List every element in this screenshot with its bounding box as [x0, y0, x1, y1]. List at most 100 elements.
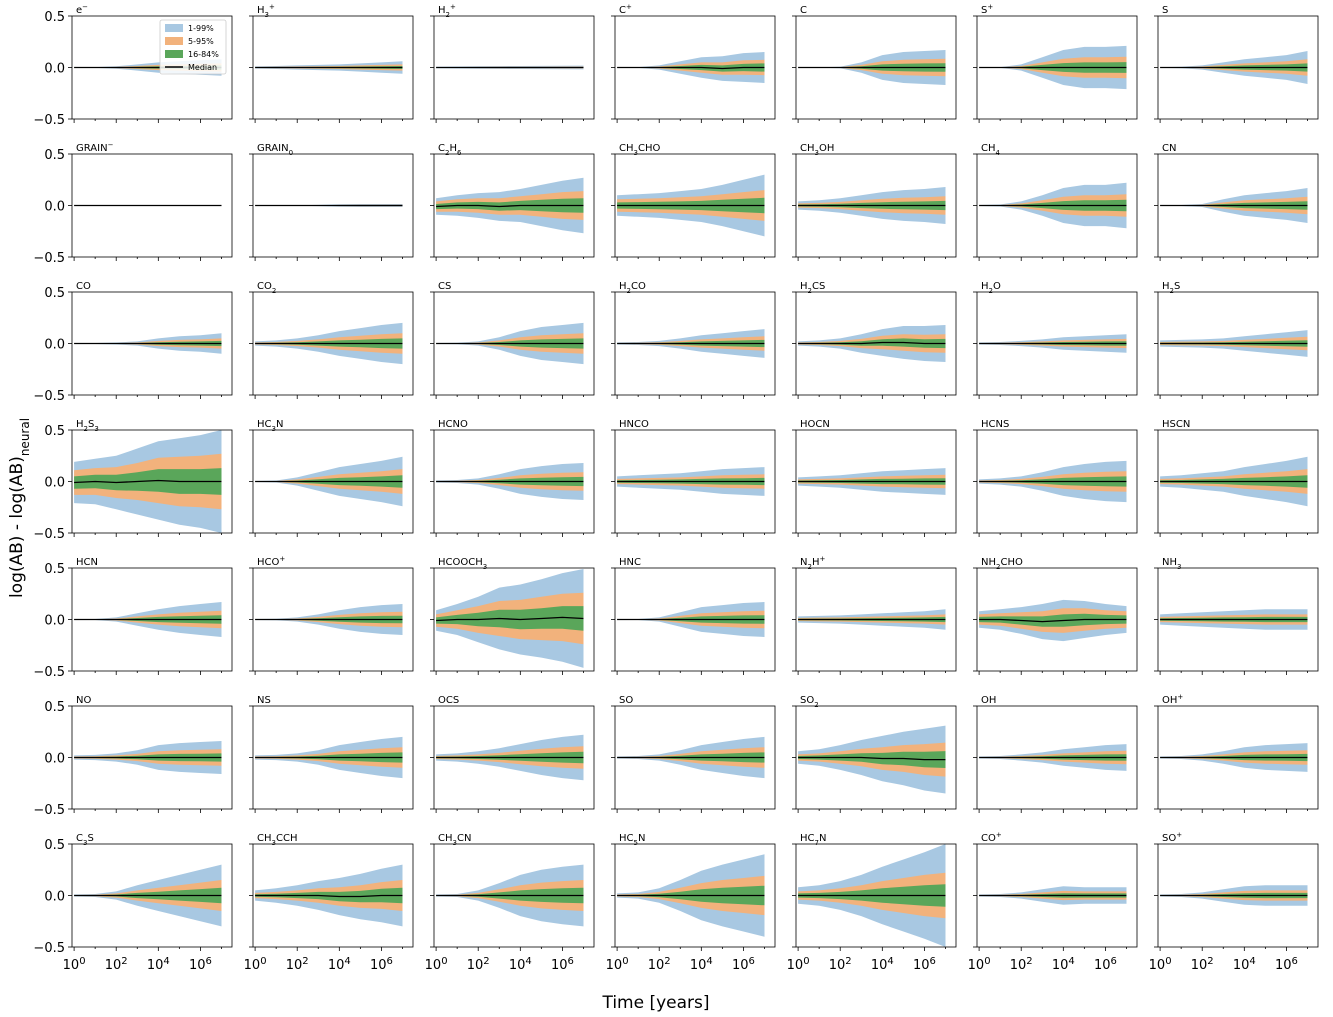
panel-43: 100 102 104 106 CH3CCH [244, 833, 414, 974]
panel-species-label: H2CO [619, 281, 646, 295]
panel-plot-area [74, 430, 222, 533]
panel-species-label: CO+ [981, 831, 1002, 844]
legend-swatch [165, 24, 183, 32]
panel-plot-area [74, 602, 222, 637]
panel-plot-area [436, 463, 584, 500]
panel-grid: 0.5 0.0 −0.5 e− H3+ H2+ C+ C S+ S 0.5 0.0 −0.5 GRAIN−… [33, 3, 1319, 974]
x-tick-label: 104 [509, 956, 532, 974]
panel-44: 100 102 104 106 CH3CN [425, 833, 595, 974]
panel-8: GRAIN0 [249, 143, 414, 261]
y-tick-label: 0.0 [44, 752, 65, 767]
panel-species-label: S+ [981, 3, 993, 16]
panel-plot-area [436, 569, 584, 668]
panel-species-label: HCNO [438, 419, 468, 430]
legend-label: 16-84% [188, 50, 219, 59]
panel-19: H2O [973, 281, 1138, 399]
panel-plot-area [74, 741, 222, 774]
legend-swatch [165, 37, 183, 45]
panel-plot-area [255, 736, 403, 779]
panel-species-label: C+ [619, 3, 632, 16]
x-tick-label: 104 [1233, 956, 1256, 974]
y-tick-label: 0.5 [44, 700, 65, 715]
panel-27: HSCN [1154, 419, 1319, 537]
median-line [979, 618, 1127, 623]
panel-plot-area [617, 854, 765, 937]
panel-species-label: e− [76, 3, 88, 16]
x-tick-label: 100 [606, 956, 629, 974]
x-tick-label: 102 [286, 956, 309, 974]
legend-label: 1-99% [188, 24, 214, 33]
panel-plot-area [436, 177, 584, 234]
x-tick-label: 104 [871, 956, 894, 974]
panel-9: C2H6 [430, 143, 595, 261]
x-tick-label: 106 [370, 956, 393, 974]
panel-plot-area [798, 325, 946, 362]
y-tick-label: 0.0 [44, 338, 65, 353]
band-16-84 [979, 613, 1127, 627]
panel-15: CO2 [249, 281, 414, 399]
panel-species-label: C2H6 [438, 143, 462, 157]
panel-species-label: GRAIN− [76, 141, 114, 154]
panel-47: 100 102 104 106 CO+ [968, 831, 1138, 974]
panel-species-label: H2+ [438, 3, 456, 19]
panel-40: OH [973, 695, 1138, 813]
median-line [798, 756, 946, 761]
panel-28: 0.5 0.0 −0.5 HCN [33, 557, 233, 680]
panel-31: HNC [611, 557, 776, 675]
x-tick-label: 104 [690, 956, 713, 974]
panel-plot-area [979, 45, 1127, 90]
panel-plot-area [255, 322, 403, 365]
panel-species-label: H2S3 [76, 419, 99, 433]
y-axis-label: log(AB) - log(AB)neural [7, 418, 32, 598]
y-tick-label: −0.5 [33, 527, 65, 542]
panel-plot-area [255, 61, 403, 74]
panel-plot-area [979, 886, 1127, 905]
panel-plot-area [798, 50, 946, 85]
x-tick-label: 106 [189, 956, 212, 974]
y-tick-label: −0.5 [33, 941, 65, 956]
panel-plot-area [255, 604, 403, 635]
y-tick-label: 0.0 [44, 476, 65, 491]
x-tick-label: 106 [551, 956, 574, 974]
panel-plot-area [617, 467, 765, 496]
legend-swatch [165, 50, 183, 58]
panel-21: 0.5 0.0 −0.5 H2S3 [33, 419, 233, 542]
median-line [798, 341, 946, 345]
panel-species-label: NH3 [1162, 557, 1181, 571]
x-axis-label: Time [years] [601, 993, 709, 1013]
panel-species-label: OCS [438, 695, 459, 706]
panel-species-label: CH4 [981, 143, 1001, 157]
panel-species-label: HNC [619, 557, 641, 568]
panel-3: C+ [611, 3, 776, 123]
panel-16: CS [430, 281, 595, 399]
panel-13: CN [1154, 143, 1319, 261]
panel-species-label: SO+ [1162, 831, 1182, 844]
y-tick-label: 0.0 [44, 200, 65, 215]
panel-plot-area [1160, 885, 1308, 906]
panel-24: HNCO [611, 419, 776, 537]
panel-species-label: HCO+ [257, 555, 285, 568]
y-tick-label: 0.5 [44, 838, 65, 853]
x-tick-label: 106 [1275, 956, 1298, 974]
panel-species-label: NS [257, 695, 271, 706]
panel-2: H2+ [430, 3, 595, 123]
panel-plot-area [1160, 188, 1308, 223]
panel-plot-area [255, 456, 403, 507]
x-tick-label: 100 [1149, 956, 1172, 974]
panel-species-label: S [1162, 5, 1168, 16]
y-tick-label: 0.5 [44, 424, 65, 439]
panel-14: 0.5 0.0 −0.5 CO [33, 281, 233, 404]
x-tick-label: 104 [1052, 956, 1075, 974]
x-tick-label: 102 [105, 956, 128, 974]
legend-label: 5-95% [188, 37, 214, 46]
panel-35: 0.5 0.0 −0.5 NO [33, 695, 233, 818]
panel-37: OCS [430, 695, 595, 813]
panel-22: HC3N [249, 419, 414, 537]
x-tick-label: 102 [1010, 956, 1033, 974]
panel-plot-area [798, 468, 946, 495]
panel-33: NH2CHO [973, 557, 1138, 675]
panel-species-label: H3+ [257, 3, 275, 19]
panel-species-label: OH [981, 695, 996, 706]
panel-plot-area [1160, 51, 1308, 84]
